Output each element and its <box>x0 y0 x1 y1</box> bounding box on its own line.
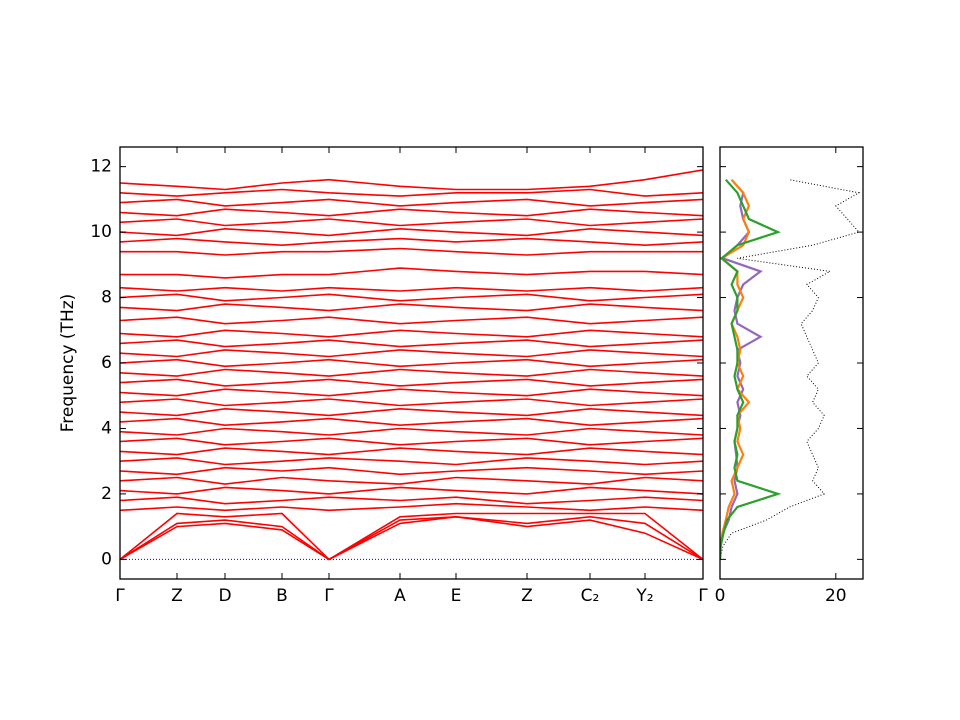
x-tick-label: Z <box>171 586 183 606</box>
band <box>120 293 703 302</box>
x-tick-label: B <box>276 586 288 606</box>
band <box>120 515 703 561</box>
band <box>120 447 703 456</box>
x-tick-label: 20 <box>825 586 847 606</box>
band <box>120 502 703 512</box>
x-tick-label: Γ <box>324 586 334 606</box>
band <box>120 407 703 417</box>
band <box>120 247 703 256</box>
y-tick-label: 10 <box>90 222 112 242</box>
dos-line <box>720 178 763 560</box>
band <box>120 427 703 436</box>
band <box>120 486 703 495</box>
band <box>120 237 703 247</box>
band <box>120 417 703 427</box>
y-tick-label: 12 <box>90 157 112 177</box>
band <box>120 198 703 207</box>
band <box>120 398 703 407</box>
x-tick-label: Y₂ <box>635 586 653 606</box>
x-tick-label: D <box>218 586 231 606</box>
band <box>120 227 703 237</box>
band <box>120 329 703 338</box>
band <box>120 339 703 348</box>
band <box>120 388 703 397</box>
band <box>120 515 703 561</box>
band <box>120 218 703 227</box>
y-tick-label: 0 <box>101 549 112 569</box>
dos-line <box>720 179 861 560</box>
band <box>120 316 703 325</box>
band <box>120 267 703 279</box>
band <box>120 349 703 358</box>
band <box>120 286 703 292</box>
x-tick-label: Γ <box>115 586 125 606</box>
y-axis-label: Frequency (THz) <box>58 294 78 433</box>
y-tick-label: 8 <box>101 288 112 308</box>
x-tick-label: A <box>394 586 406 606</box>
band <box>120 188 703 197</box>
band <box>120 457 703 466</box>
y-tick-label: 6 <box>101 353 112 373</box>
band <box>120 496 703 505</box>
x-tick-label: 0 <box>715 586 726 606</box>
dos-line <box>720 178 782 560</box>
x-tick-label: C₂ <box>581 586 600 606</box>
band <box>120 169 703 191</box>
y-tick-label: 4 <box>101 418 112 438</box>
x-tick-label: Z <box>521 586 533 606</box>
band <box>120 303 703 312</box>
x-tick-label: Γ <box>698 586 708 606</box>
band <box>120 437 703 446</box>
band <box>120 476 703 485</box>
x-tick-label: E <box>451 586 462 606</box>
band <box>120 378 703 387</box>
y-tick-label: 2 <box>101 484 112 504</box>
band <box>120 358 703 368</box>
band <box>120 512 703 561</box>
band <box>120 368 703 377</box>
band <box>120 208 703 217</box>
band <box>120 466 703 476</box>
